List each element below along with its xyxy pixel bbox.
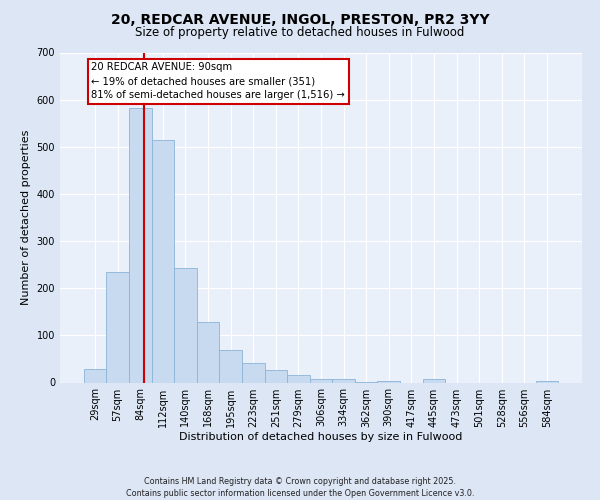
Text: Size of property relative to detached houses in Fulwood: Size of property relative to detached ho…	[136, 26, 464, 39]
Bar	[152, 140, 174, 382]
Bar	[265, 370, 287, 382]
Bar	[197, 322, 220, 382]
Text: Contains HM Land Registry data © Crown copyright and database right 2025.
Contai: Contains HM Land Registry data © Crown c…	[126, 476, 474, 498]
Bar	[287, 376, 310, 382]
Bar	[377, 381, 400, 382]
Bar	[220, 350, 242, 382]
Bar	[84, 370, 106, 382]
Y-axis label: Number of detached properties: Number of detached properties	[21, 130, 31, 305]
Bar	[129, 108, 152, 382]
Text: 20 REDCAR AVENUE: 90sqm
← 19% of detached houses are smaller (351)
81% of semi-d: 20 REDCAR AVENUE: 90sqm ← 19% of detache…	[91, 62, 345, 100]
Bar	[332, 379, 355, 382]
Bar	[242, 362, 265, 382]
Bar	[106, 272, 129, 382]
Bar	[174, 268, 197, 382]
X-axis label: Distribution of detached houses by size in Fulwood: Distribution of detached houses by size …	[179, 432, 463, 442]
Bar	[310, 378, 332, 382]
Bar	[422, 378, 445, 382]
Text: 20, REDCAR AVENUE, INGOL, PRESTON, PR2 3YY: 20, REDCAR AVENUE, INGOL, PRESTON, PR2 3…	[110, 12, 490, 26]
Bar	[536, 381, 558, 382]
